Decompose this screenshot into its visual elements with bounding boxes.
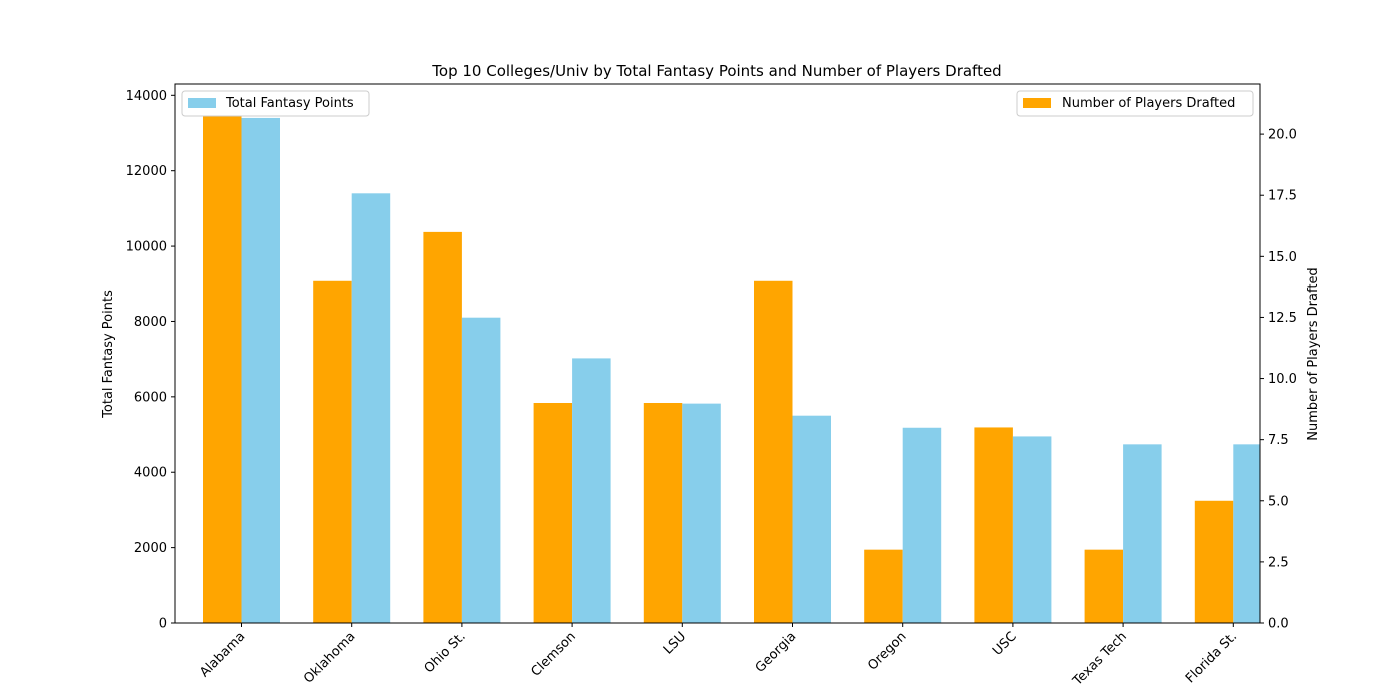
bar-players-drafted <box>203 109 242 623</box>
bar-fantasy-points <box>1012 436 1052 623</box>
y-left-tick-label: 12000 <box>126 164 167 179</box>
y-right-tick-label: 7.5 <box>1268 433 1289 448</box>
x-tick-label: LSU <box>661 629 689 657</box>
bars-layer <box>203 109 1260 624</box>
legend-left-label: Total Fantasy Points <box>225 96 354 111</box>
y-right-tick-label: 2.5 <box>1268 555 1289 570</box>
y-right-tick-label: 15.0 <box>1268 250 1297 265</box>
legend-right-swatch <box>1023 98 1051 108</box>
x-tick-label: Oregon <box>865 629 909 673</box>
y-left-tick-label: 6000 <box>134 390 167 405</box>
y-right-tick-label: 17.5 <box>1268 189 1297 204</box>
y-left-tick-label: 4000 <box>134 466 167 481</box>
bar-fantasy-points <box>461 317 501 623</box>
bar-fantasy-points <box>682 403 721 623</box>
bar-fantasy-points <box>902 427 942 623</box>
x-tick-label: Alabama <box>197 629 248 680</box>
bar-players-drafted <box>1084 549 1124 623</box>
x-tick-label: Georgia <box>753 629 800 676</box>
legend-right-label: Number of Players Drafted <box>1062 96 1235 111</box>
bar-fantasy-points <box>241 117 280 623</box>
legend-left-swatch <box>188 98 216 108</box>
bar-players-drafted <box>864 549 903 623</box>
chart-title: Top 10 Colleges/Univ by Total Fantasy Po… <box>431 62 1001 80</box>
x-tick-label: Texas Tech <box>1070 629 1130 689</box>
bar-players-drafted <box>754 280 793 623</box>
legend-left-frame <box>181 90 370 117</box>
bar-players-drafted <box>533 403 573 623</box>
bar-fantasy-points <box>792 415 831 623</box>
bar-players-drafted <box>313 280 352 623</box>
y-right-tick-label: 12.5 <box>1268 311 1297 326</box>
x-tick-label: Clemson <box>528 629 578 679</box>
y-axis-right-label: Number of Players Drafted <box>1306 267 1321 440</box>
y-left-tick-label: 2000 <box>134 541 167 556</box>
legend-left: Total Fantasy Points <box>181 90 370 117</box>
plot-frame <box>174 83 1261 624</box>
x-tick-label: Oklahoma <box>301 629 358 686</box>
y-right-tick-label: 10.0 <box>1268 372 1297 387</box>
x-tick-label: Ohio St. <box>422 629 469 676</box>
legend-right: Number of Players Drafted <box>1016 90 1254 117</box>
y-left-tick-label: 10000 <box>126 240 167 255</box>
bar-fantasy-points <box>1233 444 1260 623</box>
bar-fantasy-points <box>572 358 611 623</box>
y-right-tick-label: 0.0 <box>1268 617 1289 632</box>
y-axis-left-label: Total Fantasy Points <box>101 290 116 419</box>
bar-players-drafted <box>643 403 683 623</box>
y-right-tick-label: 5.0 <box>1268 494 1289 509</box>
bar-players-drafted <box>423 231 462 623</box>
bar-fantasy-points <box>1123 444 1162 623</box>
x-tick-label: Florida St. <box>1183 629 1240 686</box>
y-left-tick-label: 8000 <box>134 315 167 330</box>
y-left-tick-label: 0 <box>159 617 167 632</box>
y-left-tick-label: 14000 <box>126 89 167 104</box>
bar-fantasy-points <box>351 193 391 624</box>
bar-players-drafted <box>1194 500 1234 623</box>
y-right-tick-label: 20.0 <box>1268 128 1297 143</box>
legend-right-frame <box>1016 90 1254 117</box>
bar-players-drafted <box>974 427 1013 623</box>
x-tick-label: USC <box>990 629 1020 659</box>
